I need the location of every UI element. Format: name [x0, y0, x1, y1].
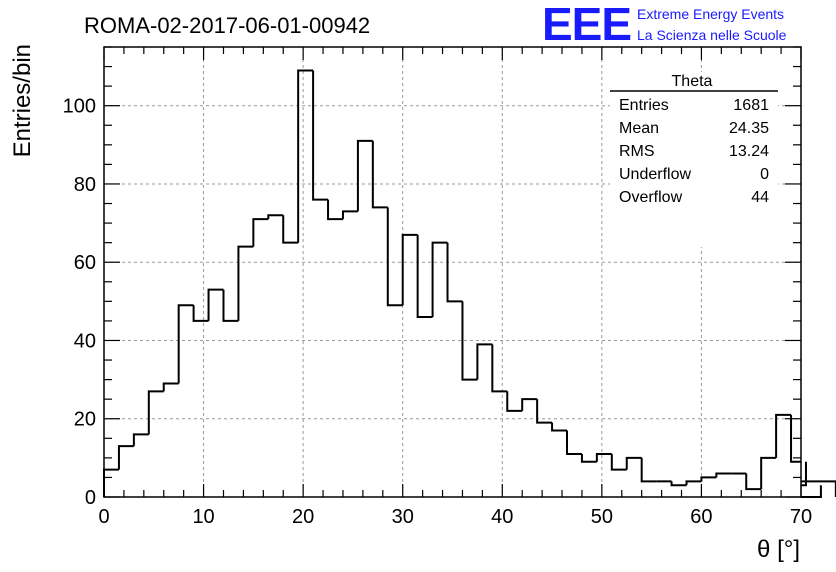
x-tick-label: 40 [491, 506, 513, 528]
histogram-bin [745, 473, 762, 491]
histogram-bin [103, 468, 119, 497]
histogram-bin [297, 69, 314, 243]
y-tick-label: 80 [74, 174, 96, 196]
histogram-bin [700, 476, 717, 482]
histogram-bin [192, 305, 209, 322]
histogram-bin [521, 398, 538, 411]
histogram-bin [461, 301, 478, 381]
y-axis-title: Entries/bin [9, 44, 36, 157]
histogram-bin [386, 207, 403, 307]
histogram-bin [237, 245, 254, 321]
stats-row-label: RMS [619, 143, 655, 160]
histogram-bin [595, 452, 612, 462]
stats-row-value: 13.24 [729, 143, 769, 160]
stats-row-value: 0 [760, 166, 769, 183]
stats-row-label: Underflow [619, 166, 691, 183]
histogram-bin [401, 233, 418, 306]
logo-line-1: Extreme Energy Events [637, 6, 784, 22]
y-tick-labels: 0 20 40 60 80 100 [63, 96, 96, 509]
histogram-bin [446, 242, 463, 303]
histogram-bin [801, 461, 807, 487]
x-tick-label: 60 [690, 506, 712, 528]
y-tick-label: 20 [74, 409, 96, 431]
histogram-bin [640, 457, 657, 483]
histogram-bin [491, 344, 508, 393]
histogram-bin [801, 485, 822, 498]
x-tick-label: 0 [98, 506, 109, 528]
stats-row-value: 24.35 [729, 120, 769, 137]
x-tick-label: 50 [591, 506, 613, 528]
eee-logo: EEE Extreme Energy Events La Scienza nel… [542, 0, 787, 50]
logo-line-2: La Scienza nelle Scuole [637, 27, 787, 43]
x-tick-labels: 0 10 20 30 40 50 60 70 [98, 506, 812, 528]
histogram-bin [431, 241, 448, 317]
stats-rows: Entries 1681 Mean 24.35 RMS 13.24 Underflow 0 Ov… [619, 97, 769, 206]
histogram-bin [536, 399, 553, 424]
histogram-bin [670, 481, 687, 487]
logo-mark: EEE [542, 0, 631, 50]
x-tick-label: 20 [292, 506, 314, 528]
histogram-bin [341, 210, 358, 220]
histogram-bin [476, 343, 493, 380]
histogram-bin [117, 445, 134, 470]
histogram-bin [580, 453, 597, 463]
histogram-bin [715, 472, 732, 478]
histogram-bin [327, 199, 343, 221]
stats-row-label: Overflow [619, 189, 683, 206]
histogram-bin [282, 215, 299, 244]
x-axis-title: θ [°] [757, 536, 800, 563]
stats-title: Theta [672, 73, 713, 90]
stats-row-value: 1681 [733, 97, 769, 114]
stats-row-label: Mean [619, 120, 659, 137]
stats-box: Theta Entries 1681 Mean 24.35 RMS 13.24 Underf… [610, 72, 778, 247]
y-tick-label: 60 [74, 252, 96, 274]
histogram-bin [147, 390, 164, 435]
histogram-bin [132, 433, 149, 447]
y-tick-label: 0 [85, 487, 96, 509]
histogram-bin [760, 456, 777, 490]
histogram-bin [252, 218, 269, 247]
histogram-bin [790, 414, 801, 463]
histogram-bin [207, 288, 224, 321]
plot-frame [103, 46, 802, 498]
stats-row-label: Entries [619, 97, 669, 114]
histogram-bin [775, 413, 792, 458]
y-tick-label: 100 [63, 96, 96, 118]
axis-ticks [103, 46, 802, 498]
histogram-bin [685, 480, 702, 486]
x-tick-label: 30 [392, 506, 414, 528]
histogram-bin [177, 304, 194, 384]
histogram-bin [416, 234, 433, 318]
histogram-bin [312, 70, 329, 201]
histogram-bin [356, 139, 373, 212]
histogram-bin [610, 453, 627, 471]
stats-row-value: 44 [751, 189, 769, 206]
histogram-bin [222, 289, 239, 322]
histogram-bin [267, 214, 284, 220]
histogram-bin [371, 140, 388, 209]
histogram-bin [566, 430, 582, 455]
histogram-bin [551, 422, 568, 432]
histogram-bin [625, 456, 642, 470]
histogram-bin [506, 391, 523, 412]
stats-box-bg [610, 72, 778, 247]
x-tick-label: 10 [192, 506, 214, 528]
y-tick-label: 40 [74, 330, 96, 352]
histogram-series [103, 69, 836, 498]
histogram-bin [162, 382, 179, 392]
chart-title: ROMA-02-2017-06-01-00942 [84, 13, 370, 38]
x-tick-label: 70 [790, 506, 812, 528]
